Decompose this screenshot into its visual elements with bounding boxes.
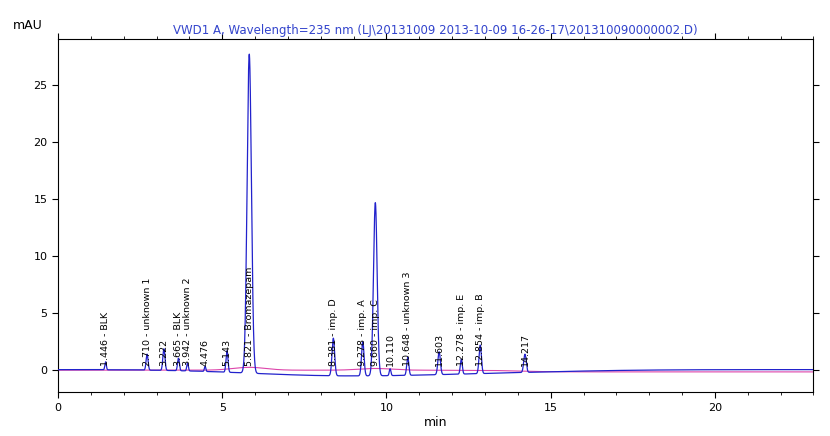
Text: 3.665 - BLK: 3.665 - BLK — [174, 312, 183, 366]
Text: 14.217: 14.217 — [520, 333, 530, 366]
Text: 9.660 - imp. C: 9.660 - imp. C — [371, 300, 380, 366]
X-axis label: min: min — [424, 416, 447, 429]
Text: 11.603: 11.603 — [435, 333, 443, 366]
Text: 5.143: 5.143 — [222, 339, 232, 366]
Text: 12.278 - imp. E: 12.278 - imp. E — [457, 294, 466, 366]
Text: mAU: mAU — [12, 19, 42, 32]
Text: 12.854 - imp. B: 12.854 - imp. B — [476, 293, 485, 366]
Text: 8.381 - imp. D: 8.381 - imp. D — [329, 299, 338, 366]
Text: 3.942 - unknown 2: 3.942 - unknown 2 — [183, 278, 192, 366]
Title: VWD1 A, Wavelength=235 nm (LJ\20131009 2013-10-09 16-26-17\201310090000002.D): VWD1 A, Wavelength=235 nm (LJ\20131009 2… — [173, 24, 698, 37]
Text: 10.110: 10.110 — [386, 333, 394, 366]
Text: 3.222: 3.222 — [159, 339, 168, 366]
Text: 2.710 - unknown 1: 2.710 - unknown 1 — [143, 278, 152, 366]
Text: 5.821 - Bromazepam: 5.821 - Bromazepam — [245, 267, 254, 366]
Text: 10.648 - unknown 3: 10.648 - unknown 3 — [403, 272, 413, 366]
Text: 9.278 - imp. A: 9.278 - imp. A — [359, 300, 368, 366]
Text: 1.446 - BLK: 1.446 - BLK — [101, 312, 110, 366]
Text: 4.476: 4.476 — [201, 339, 210, 366]
